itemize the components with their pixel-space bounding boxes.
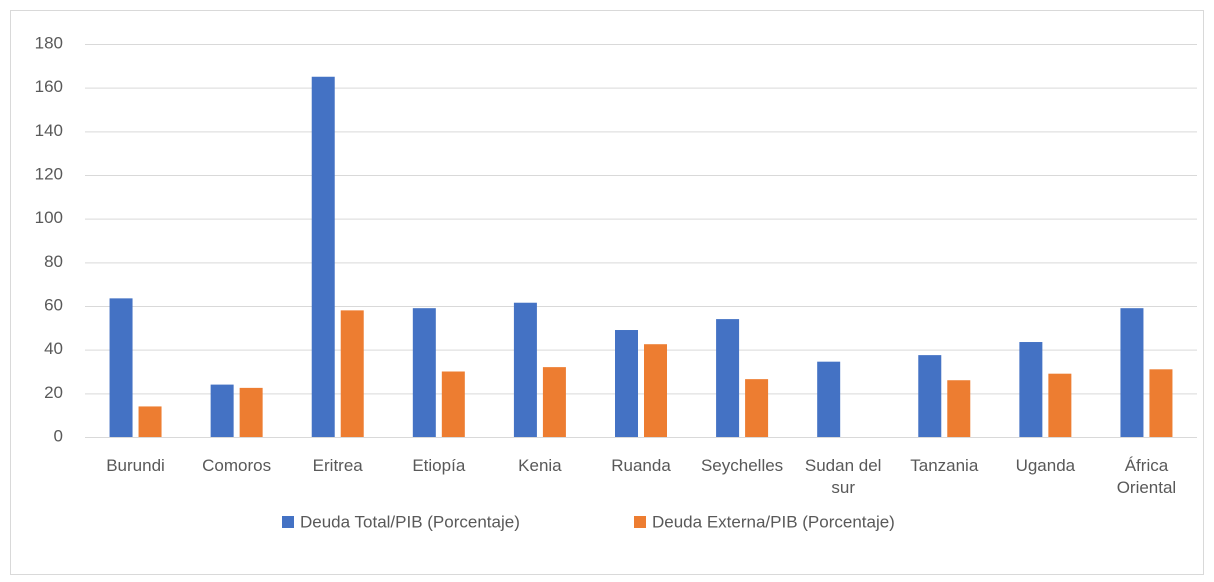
legend-swatch — [634, 516, 646, 528]
bar — [615, 330, 638, 437]
x-tick-label: Comoros — [202, 456, 272, 475]
x-tick-label: Seychelles — [700, 456, 784, 475]
x-tick-label: Sudan del sur — [804, 456, 882, 497]
legend-swatch — [282, 516, 294, 528]
x-tick-label: Ruanda — [611, 456, 671, 475]
bar — [745, 379, 769, 437]
x-tick-label: Tanzania — [910, 456, 979, 475]
bar — [441, 371, 465, 437]
y-tick-label: 140 — [35, 121, 63, 140]
legend-label: Deuda Externa/PIB (Porcentaje) — [652, 512, 895, 531]
bar — [716, 319, 740, 437]
y-tick-label: 80 — [44, 252, 63, 271]
bar — [644, 344, 667, 437]
bar — [513, 302, 537, 437]
x-tick-label: Etiopía — [412, 456, 466, 475]
legend-label: Deuda Total/PIB (Porcentaje) — [300, 512, 520, 531]
bar — [1120, 308, 1144, 437]
y-tick-label: 60 — [44, 295, 63, 314]
bar — [1019, 342, 1043, 437]
bar — [138, 406, 162, 437]
bar — [311, 76, 335, 437]
bar — [412, 308, 436, 437]
y-tick-label: 120 — [35, 164, 63, 183]
x-tick-label: Burundi — [106, 456, 165, 475]
y-tick-label: 100 — [35, 208, 63, 227]
y-tick-label: 0 — [54, 426, 63, 445]
bar — [109, 298, 133, 437]
y-tick-label: 40 — [44, 339, 63, 358]
bar — [340, 310, 364, 437]
y-tick-label: 180 — [35, 33, 63, 52]
bar — [239, 387, 263, 437]
x-tick-label: África Oriental — [1116, 456, 1177, 497]
y-tick-label: 160 — [35, 77, 63, 96]
bar — [1048, 373, 1072, 437]
bar — [210, 384, 234, 437]
bar — [918, 355, 942, 437]
bar — [542, 367, 566, 437]
x-tick-label: Kenia — [518, 456, 562, 475]
bar — [1149, 369, 1173, 437]
y-tick-label: 20 — [44, 383, 63, 402]
x-tick-label: Uganda — [1015, 456, 1076, 475]
chart-frame — [10, 10, 1204, 575]
x-tick-label: Eritrea — [312, 456, 363, 475]
bar — [947, 380, 971, 437]
bar — [817, 361, 841, 437]
